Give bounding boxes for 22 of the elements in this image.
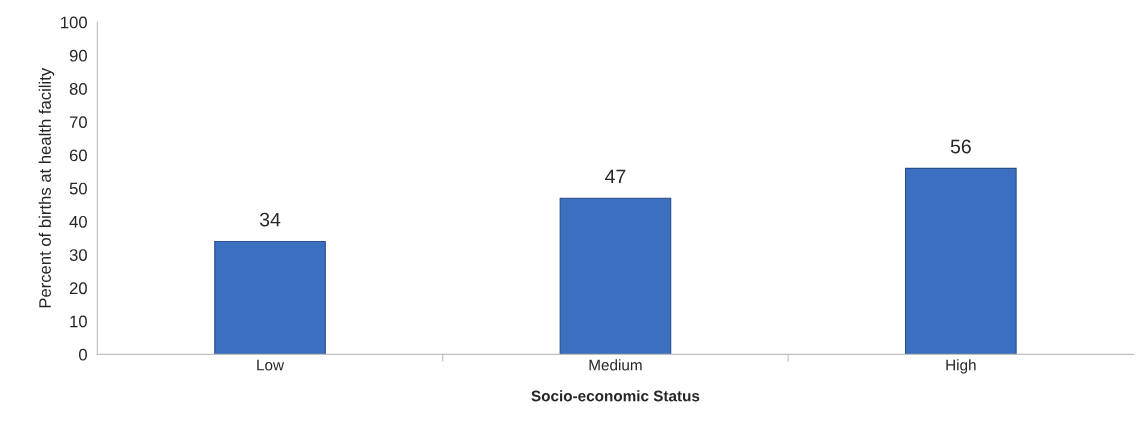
x-tick-label: Medium: [589, 359, 642, 371]
data-label: 56: [950, 139, 971, 154]
x-tick-label: Low: [257, 359, 285, 371]
y-tick-label: 80: [69, 83, 87, 95]
y-tick-label: 100: [61, 16, 87, 29]
y-tick-label: 50: [69, 182, 87, 195]
y-tick-label: 90: [69, 49, 87, 62]
y-tick-label: 70: [69, 116, 87, 129]
data-label: 47: [605, 169, 626, 184]
bar: [559, 197, 672, 355]
y-tick-label: 10: [70, 315, 87, 328]
bar: [214, 240, 326, 355]
x-axis-title: Socio-economic Status: [531, 390, 700, 402]
data-label: 34: [259, 212, 281, 227]
y-tick-label: 30: [69, 249, 87, 261]
x-tick-label: High: [946, 359, 976, 374]
y-tick-label: 20: [69, 282, 87, 295]
y-tick-label: 60: [69, 149, 87, 162]
y-tick-label: 0: [78, 348, 87, 361]
bar: [905, 167, 1017, 355]
y-axis-title: Percent of births at health facility: [38, 67, 55, 308]
y-tick-label: 40: [69, 215, 87, 228]
